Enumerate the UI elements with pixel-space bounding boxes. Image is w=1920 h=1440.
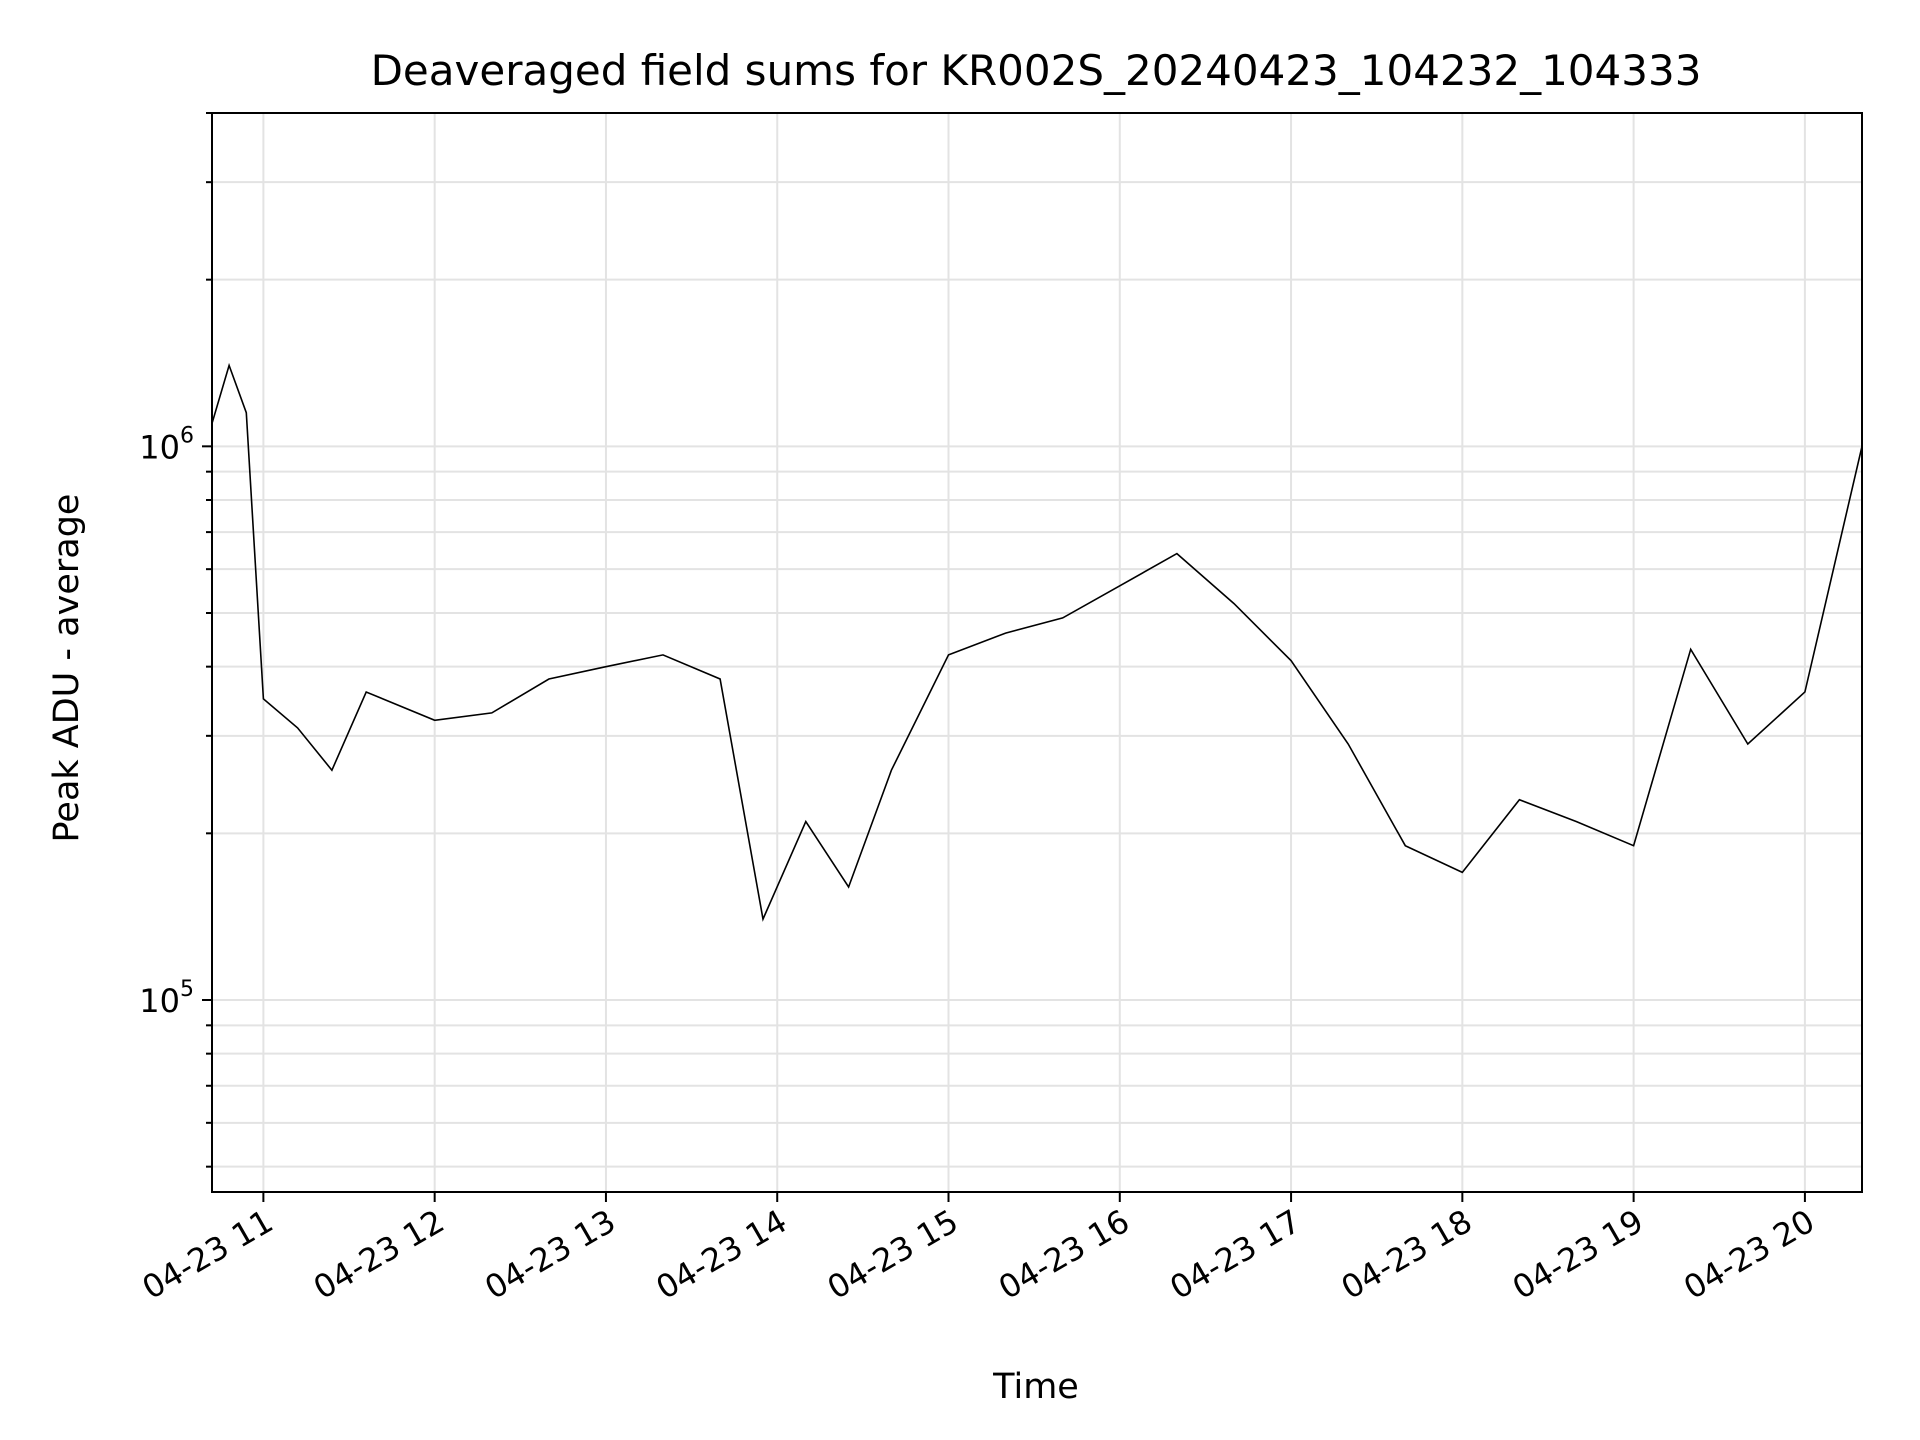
grid-lines <box>212 112 1862 1192</box>
y-tick-label: 105 <box>139 977 194 1020</box>
chart-title: Deaveraged field sums for KR002S_2024042… <box>371 46 1702 95</box>
series-lines <box>212 362 1862 922</box>
y-axis: 105 106 <box>139 112 212 1168</box>
plot-frame <box>211 112 1863 1193</box>
y-tick-label: 106 <box>139 423 194 466</box>
series-line-1 <box>212 362 1862 922</box>
y-axis-label: Peak ADU - average <box>47 494 87 843</box>
x-axis-label: Time <box>992 1367 1079 1407</box>
